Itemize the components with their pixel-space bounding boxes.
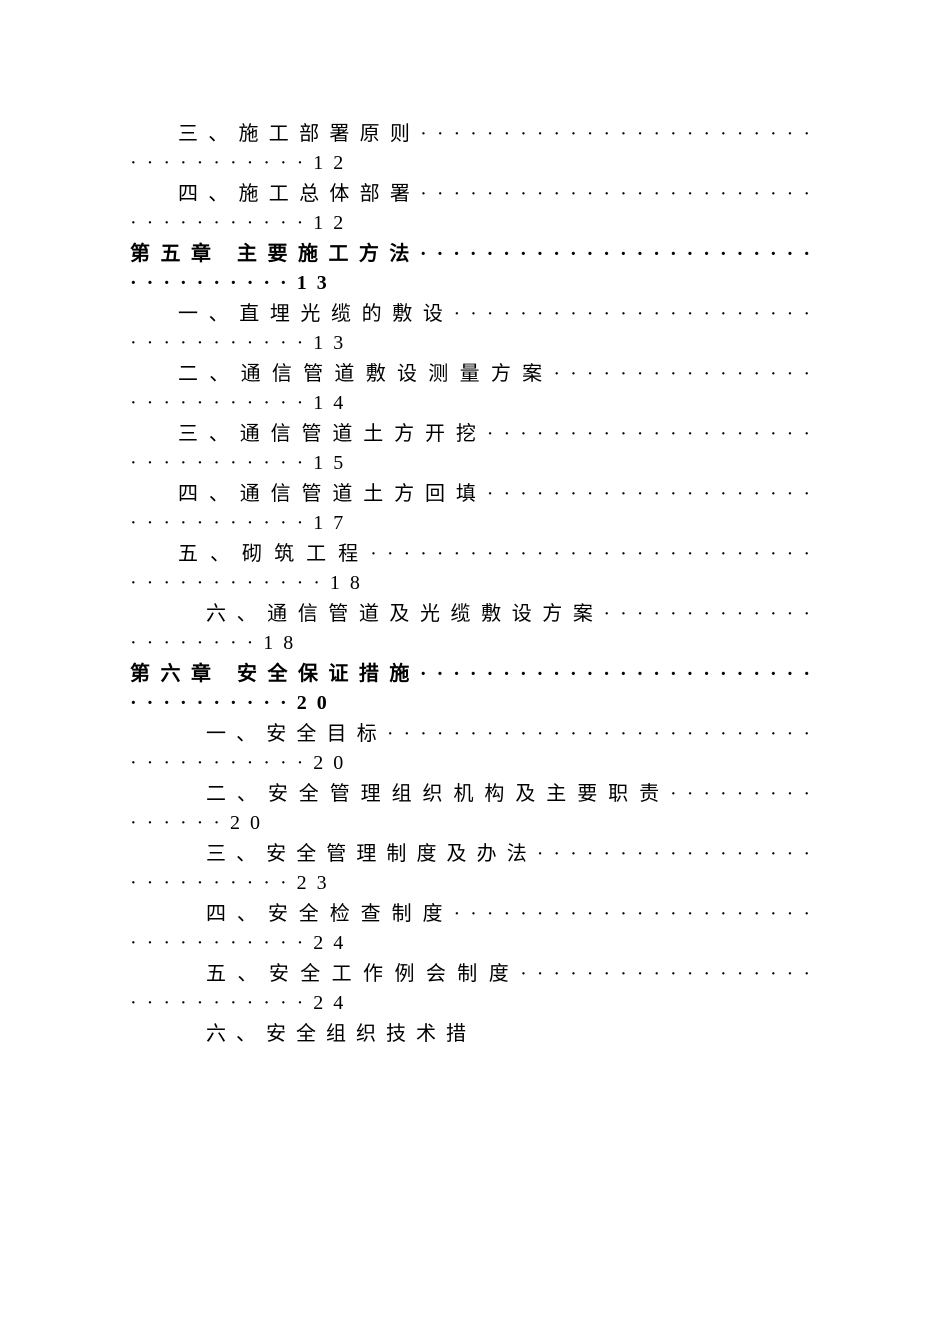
toc-entry: 六、安全组织技术措 xyxy=(130,1020,820,1049)
toc-entry: 五、砌筑工程··································… xyxy=(130,540,820,598)
toc-entry: 二、安全管理组织机构及主要职责···············20 xyxy=(130,780,820,838)
toc-entry: 三、施工部署原则································… xyxy=(130,120,820,178)
toc-entry: 一、直埋光缆的敷设·······························… xyxy=(130,300,820,358)
toc-entry: 二、通信管道敷设测量方案···························1… xyxy=(130,360,820,418)
toc-entry: 第五章 主要施工方法······························… xyxy=(130,240,820,298)
toc-entry: 三、通信管道土方开挖······························… xyxy=(130,420,820,478)
toc-entry: 四、通信管道土方回填······························… xyxy=(130,480,820,538)
toc-entry: 第六章 安全保证措施······························… xyxy=(130,660,820,718)
toc-entry: 三、安全管理制度及办法···························23 xyxy=(130,840,820,898)
table-of-contents: 三、施工部署原则································… xyxy=(130,120,820,1049)
toc-entry: 一、安全目标··································… xyxy=(130,720,820,778)
toc-entry: 四、安全检查制度································… xyxy=(130,900,820,958)
toc-entry: 六、通信管道及光缆敷设方案·····················18 xyxy=(130,600,820,658)
toc-entry: 四、施工总体部署································… xyxy=(130,180,820,238)
toc-entry: 五、安全工作例会制度·····························2… xyxy=(130,960,820,1018)
